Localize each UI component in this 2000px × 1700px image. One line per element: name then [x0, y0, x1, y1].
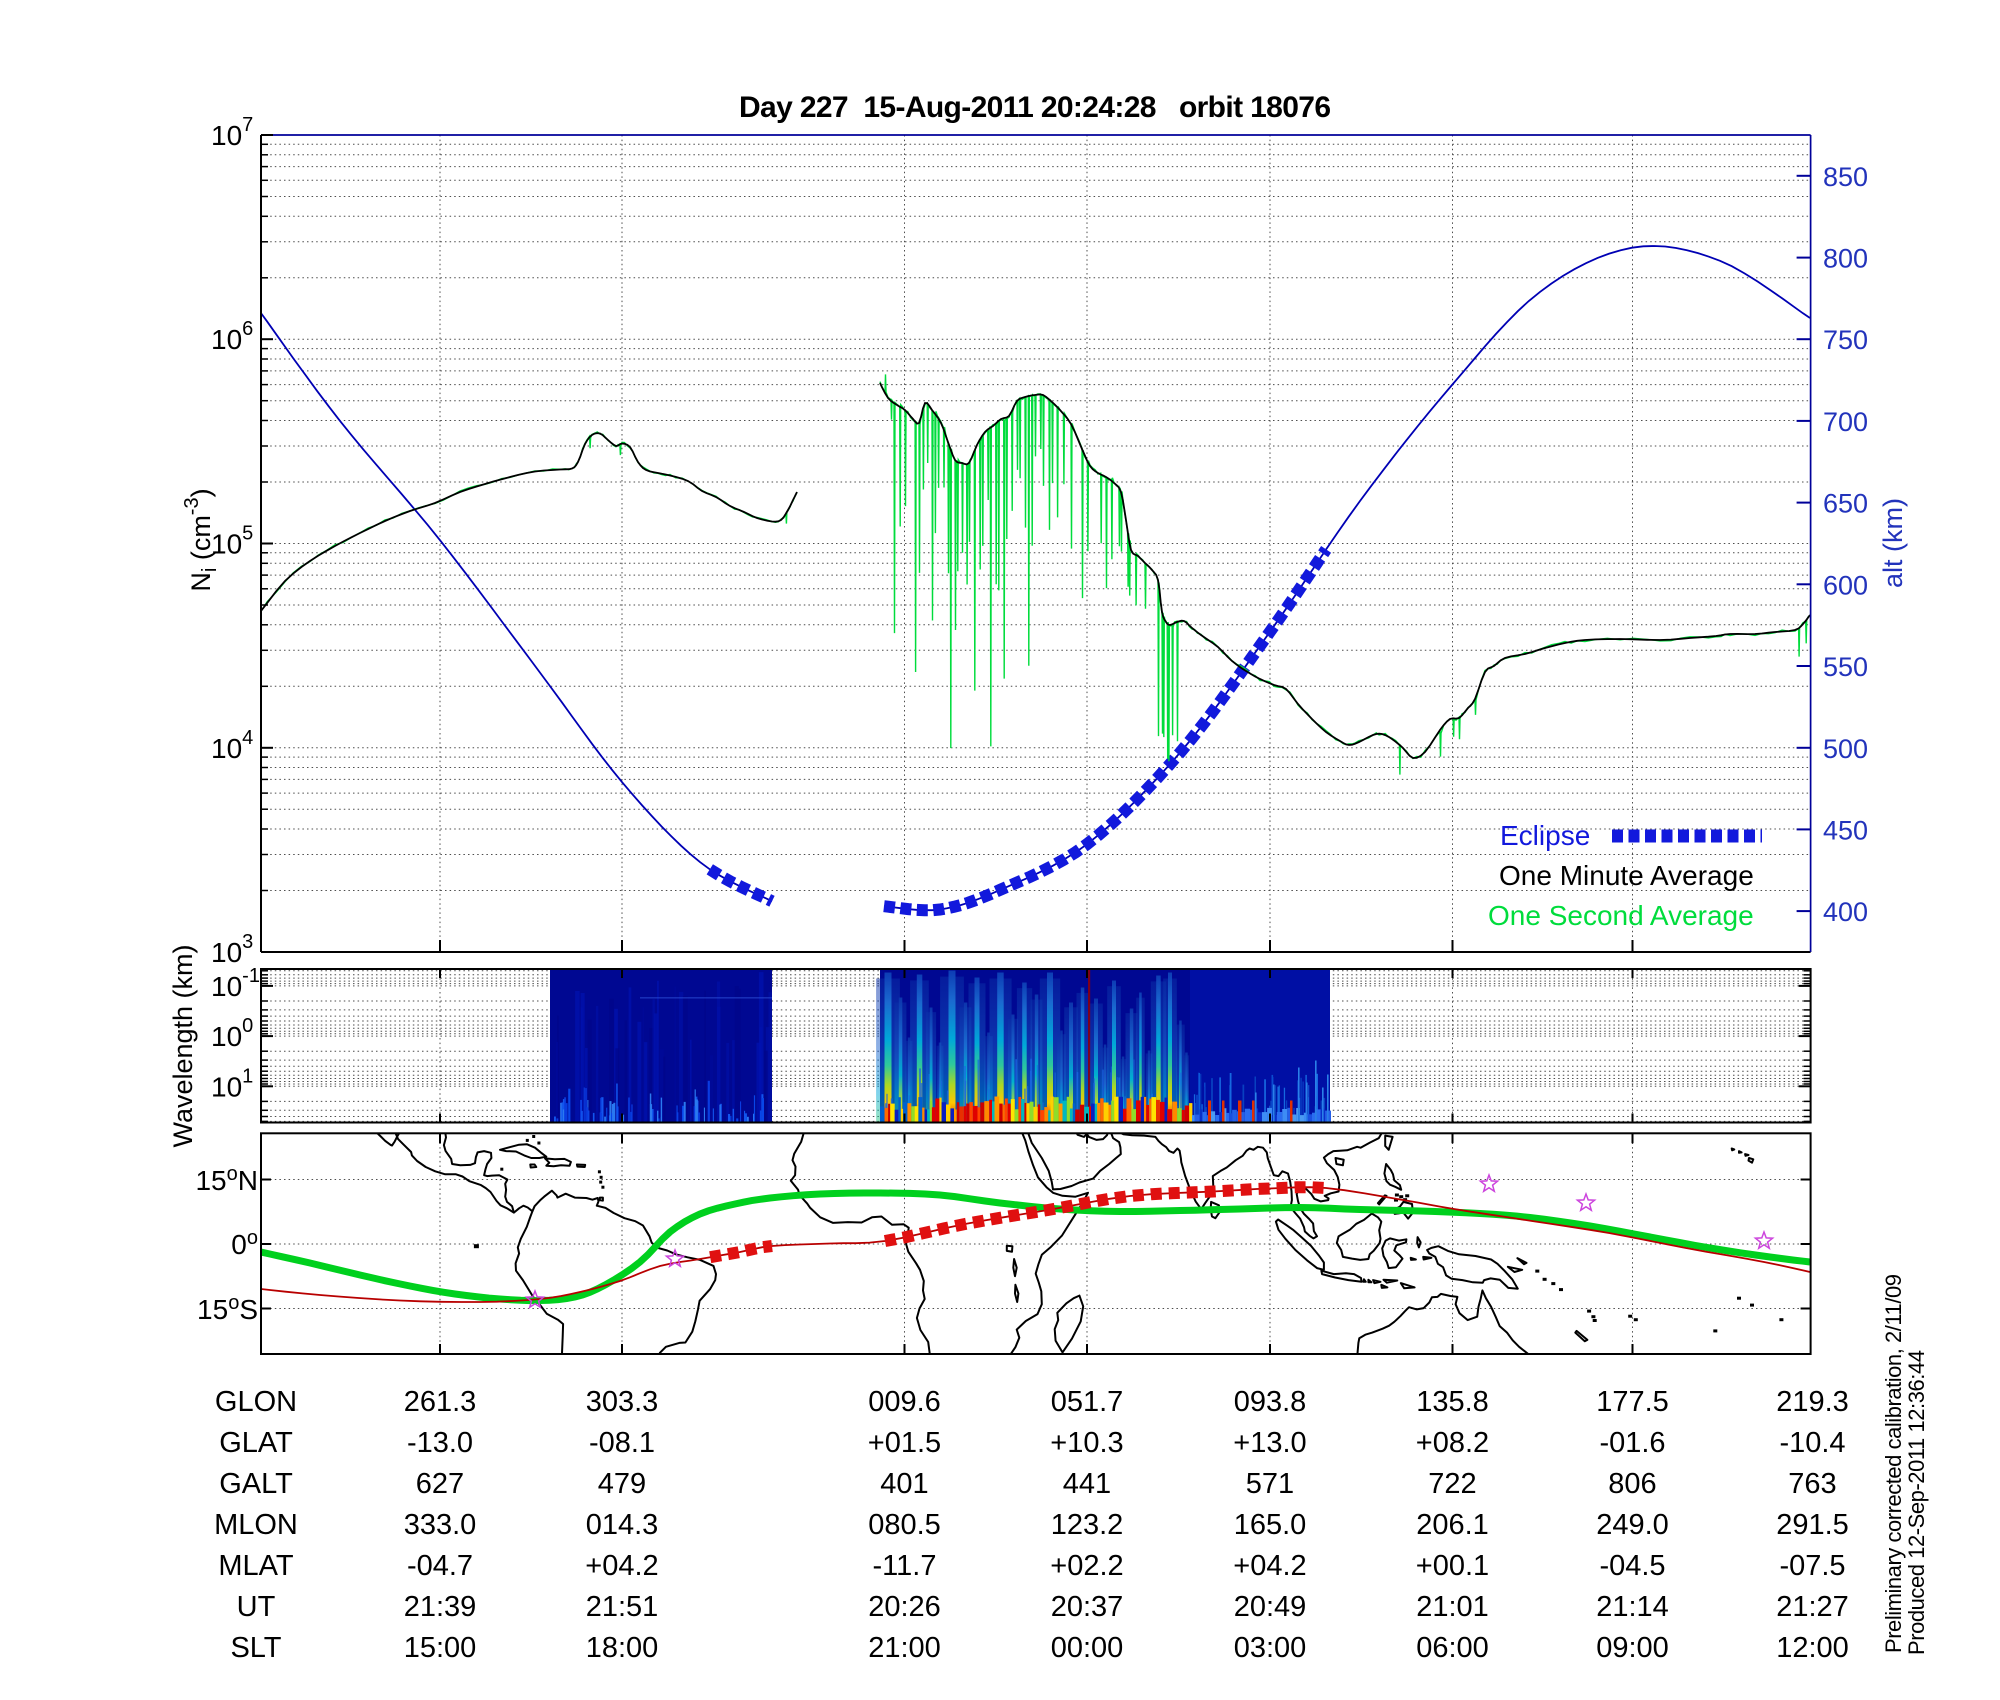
- svg-text:Wavelength (km): Wavelength (km): [168, 944, 198, 1147]
- svg-text:722: 722: [1428, 1468, 1476, 1500]
- svg-text:009.6: 009.6: [868, 1386, 941, 1418]
- svg-text:UT: UT: [237, 1591, 276, 1623]
- svg-text:+01.5: +01.5: [868, 1427, 941, 1459]
- svg-text:Produced 12-Sep-2011 12:36:44: Produced 12-Sep-2011 12:36:44: [1904, 1350, 1929, 1655]
- svg-text:03:00: 03:00: [1234, 1632, 1307, 1664]
- svg-text:-08.1: -08.1: [589, 1427, 655, 1459]
- svg-text:177.5: 177.5: [1596, 1386, 1669, 1418]
- svg-text:GLON: GLON: [215, 1386, 297, 1418]
- svg-text:165.0: 165.0: [1234, 1509, 1307, 1541]
- svg-text:+08.2: +08.2: [1416, 1427, 1489, 1459]
- svg-text:MLAT: MLAT: [218, 1550, 293, 1582]
- svg-text:-11.7: -11.7: [873, 1550, 937, 1582]
- svg-text:+02.2: +02.2: [1050, 1550, 1123, 1582]
- svg-text:806: 806: [1608, 1468, 1656, 1500]
- svg-text:GLAT: GLAT: [219, 1427, 293, 1459]
- svg-text:123.2: 123.2: [1051, 1509, 1124, 1541]
- svg-text:09:00: 09:00: [1596, 1632, 1669, 1664]
- svg-text:+10.3: +10.3: [1050, 1427, 1123, 1459]
- svg-text:-01.6: -01.6: [1599, 1427, 1665, 1459]
- svg-text:093.8: 093.8: [1234, 1386, 1307, 1418]
- svg-text:-04.5: -04.5: [1599, 1550, 1665, 1582]
- svg-text:GALT: GALT: [219, 1468, 293, 1500]
- svg-text:249.0: 249.0: [1596, 1509, 1669, 1541]
- svg-text:571: 571: [1246, 1468, 1294, 1500]
- svg-text:261.3: 261.3: [404, 1386, 477, 1418]
- svg-text:080.5: 080.5: [868, 1509, 941, 1541]
- svg-text:500: 500: [1823, 734, 1868, 764]
- svg-text:21:14: 21:14: [1596, 1591, 1669, 1623]
- svg-text:333.0: 333.0: [404, 1509, 477, 1541]
- svg-text:441: 441: [1063, 1468, 1111, 1500]
- svg-text:15:00: 15:00: [404, 1632, 477, 1664]
- svg-text:20:49: 20:49: [1234, 1591, 1307, 1623]
- svg-text:-10.4: -10.4: [1779, 1427, 1845, 1459]
- svg-text:+04.2: +04.2: [1233, 1550, 1306, 1582]
- svg-text:21:01: 21:01: [1416, 1591, 1489, 1623]
- svg-text:850: 850: [1823, 162, 1868, 192]
- svg-text:750: 750: [1823, 325, 1868, 355]
- svg-text:650: 650: [1823, 489, 1868, 519]
- svg-text:18:00: 18:00: [586, 1632, 659, 1664]
- svg-text:10-1: 10-1: [211, 965, 260, 1002]
- svg-text:600: 600: [1823, 570, 1868, 600]
- svg-text:21:00: 21:00: [868, 1632, 941, 1664]
- svg-text:-07.5: -07.5: [1779, 1550, 1845, 1582]
- svg-text:450: 450: [1823, 815, 1868, 845]
- svg-text:303.3: 303.3: [586, 1386, 659, 1418]
- svg-text:-04.7: -04.7: [407, 1550, 473, 1582]
- svg-text:135.8: 135.8: [1416, 1386, 1489, 1418]
- svg-text:21:39: 21:39: [404, 1591, 477, 1623]
- svg-text:+00.1: +00.1: [1416, 1550, 1489, 1582]
- svg-text:21:51: 21:51: [586, 1591, 659, 1623]
- svg-text:Preliminary corrected calibrat: Preliminary corrected calibration, 2/11/…: [1881, 1274, 1906, 1653]
- svg-text:One Minute Average: One Minute Average: [1499, 860, 1754, 891]
- svg-text:alt (km): alt (km): [1878, 498, 1908, 588]
- svg-text:-13.0: -13.0: [407, 1427, 473, 1459]
- svg-text:00:00: 00:00: [1051, 1632, 1124, 1664]
- svg-text:SLT: SLT: [230, 1632, 281, 1664]
- svg-text:15oS: 15oS: [197, 1292, 258, 1325]
- svg-text:800: 800: [1823, 244, 1868, 274]
- svg-text:479: 479: [598, 1468, 646, 1500]
- svg-text:400: 400: [1823, 897, 1868, 927]
- svg-text:219.3: 219.3: [1776, 1386, 1849, 1418]
- svg-text:401: 401: [880, 1468, 928, 1500]
- svg-text:One Second Average: One Second Average: [1488, 900, 1754, 931]
- svg-text:Eclipse: Eclipse: [1500, 820, 1590, 851]
- svg-text:20:26: 20:26: [868, 1591, 941, 1623]
- svg-text:700: 700: [1823, 407, 1868, 437]
- svg-text:+13.0: +13.0: [1233, 1427, 1306, 1459]
- svg-text:+04.2: +04.2: [585, 1550, 658, 1582]
- svg-text:291.5: 291.5: [1776, 1509, 1849, 1541]
- svg-text:MLON: MLON: [214, 1509, 298, 1541]
- svg-text:014.3: 014.3: [586, 1509, 659, 1541]
- svg-text:550: 550: [1823, 652, 1868, 682]
- svg-text:206.1: 206.1: [1416, 1509, 1489, 1541]
- svg-text:763: 763: [1788, 1468, 1836, 1500]
- svg-text:12:00: 12:00: [1776, 1632, 1849, 1664]
- svg-text:Day 227 15-Aug-2011 20:24:28: Day 227 15-Aug-2011 20:24:28 orbit 18076: [739, 91, 1331, 124]
- svg-text:21:27: 21:27: [1776, 1591, 1849, 1623]
- svg-text:06:00: 06:00: [1416, 1632, 1489, 1664]
- svg-text:627: 627: [416, 1468, 464, 1500]
- svg-text:051.7: 051.7: [1051, 1386, 1124, 1418]
- svg-text:20:37: 20:37: [1051, 1591, 1124, 1623]
